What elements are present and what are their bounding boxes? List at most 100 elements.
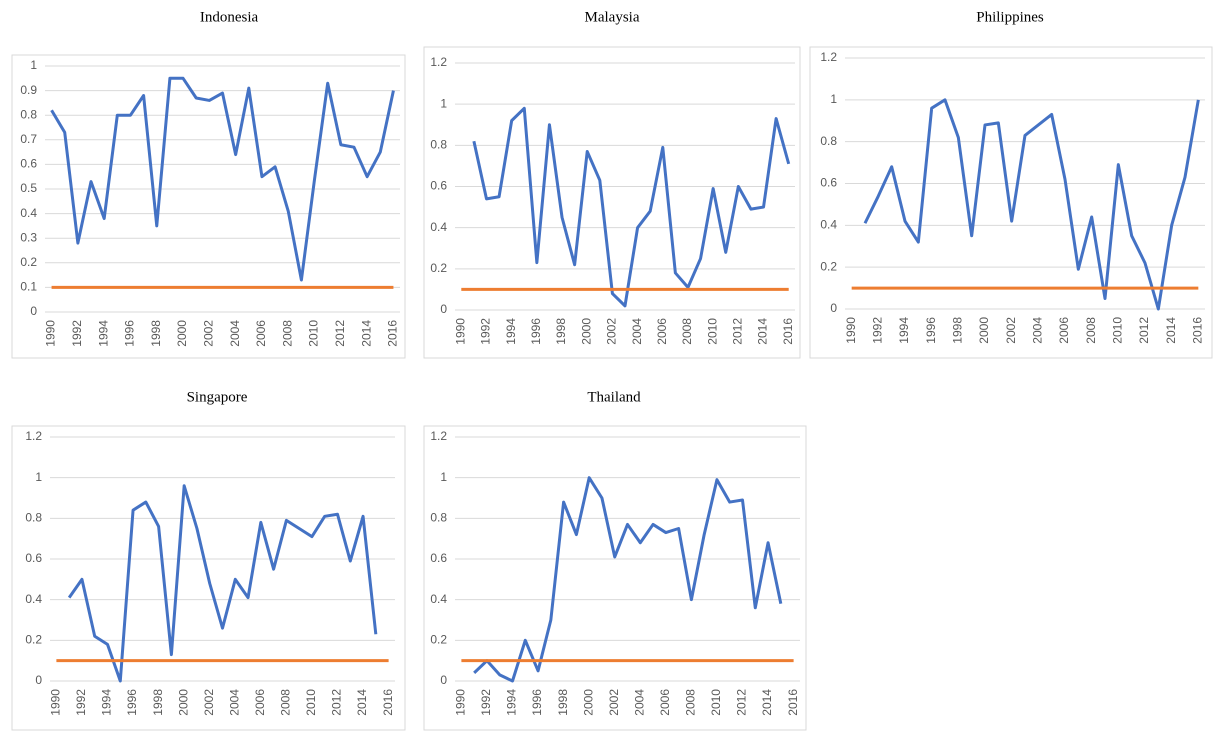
data-line (473, 476, 783, 683)
data-line (50, 76, 395, 282)
data-line (67, 484, 378, 683)
chart-title: Thailand (587, 389, 641, 405)
y-tick-label: 0.4 (25, 592, 42, 606)
x-tick-label: 2004 (228, 320, 242, 347)
y-tick-label: 0.2 (430, 261, 447, 275)
x-tick-label: 1992 (74, 689, 88, 716)
y-tick-label: 0.2 (430, 633, 447, 647)
chart-frame (11, 425, 406, 731)
x-tick-label: 1990 (454, 689, 468, 716)
y-tick-label: 0.2 (25, 633, 42, 647)
y-tick-label: 0.8 (25, 511, 42, 525)
x-tick-label: 2006 (253, 689, 267, 716)
x-tick-label: 2014 (756, 318, 770, 345)
y-tick-label: 0.2 (20, 255, 37, 269)
y-tick-label: 0.6 (25, 551, 42, 565)
x-tick-label: 1998 (149, 320, 163, 347)
x-tick-label: 1996 (125, 689, 139, 716)
x-tick-label: 2002 (605, 318, 619, 345)
y-tick-label: 0.1 (20, 280, 37, 294)
y-tick-label: 0.8 (20, 107, 37, 121)
x-tick-label: 2012 (735, 689, 749, 716)
x-tick-label: 2002 (202, 689, 216, 716)
x-tick-label: 2004 (227, 689, 241, 716)
x-tick-label: 2012 (333, 320, 347, 347)
x-tick-label: 2006 (655, 318, 669, 345)
x-tick-label: 1994 (96, 320, 110, 347)
y-tick-label: 0.4 (430, 592, 447, 606)
y-tick-label: 0.3 (20, 230, 37, 244)
chart-frame (11, 54, 406, 359)
x-tick-label: 1990 (49, 689, 63, 716)
x-tick-label: 2016 (786, 689, 800, 716)
chart-title: Singapore (187, 389, 248, 405)
x-tick-label: 2012 (731, 318, 745, 345)
x-tick-label: 1992 (479, 318, 493, 345)
x-tick-label: 2000 (581, 689, 595, 716)
y-tick-label: 1 (30, 58, 37, 72)
x-tick-label: 1994 (504, 318, 518, 345)
x-tick-label: 1998 (556, 689, 570, 716)
x-tick-label: 2002 (202, 320, 216, 347)
x-tick-label: 1996 (529, 318, 543, 345)
x-tick-label: 1990 (844, 317, 858, 344)
x-tick-label: 2004 (1031, 317, 1045, 344)
x-tick-label: 2014 (760, 689, 774, 716)
x-tick-label: 2012 (330, 689, 344, 716)
x-tick-label: 2008 (279, 689, 293, 716)
x-tick-label: 2014 (359, 320, 373, 347)
y-tick-label: 0 (830, 301, 837, 315)
x-tick-label: 2016 (781, 318, 795, 345)
x-tick-label: 1998 (951, 317, 965, 344)
chart-frame (809, 46, 1213, 359)
x-tick-label: 2008 (280, 320, 294, 347)
x-tick-label: 2004 (632, 689, 646, 716)
y-tick-label: 0.2 (820, 259, 837, 273)
x-tick-label: 1998 (151, 689, 165, 716)
y-tick-label: 0.6 (430, 179, 447, 193)
data-line (472, 106, 791, 308)
y-tick-label: 0 (30, 304, 37, 318)
x-tick-label: 2000 (176, 689, 190, 716)
y-tick-label: 0 (35, 673, 42, 687)
y-tick-label: 1 (830, 92, 837, 106)
chart-frame (423, 425, 807, 731)
y-tick-label: 0.8 (820, 134, 837, 148)
y-tick-label: 0.6 (430, 551, 447, 565)
x-tick-label: 2008 (684, 689, 698, 716)
y-tick-label: 1.2 (820, 50, 837, 64)
y-tick-label: 0.4 (820, 218, 837, 232)
x-tick-label: 1994 (505, 689, 519, 716)
chart-frame (423, 46, 801, 359)
x-tick-label: 2004 (630, 318, 644, 345)
y-tick-label: 1.2 (430, 429, 447, 443)
y-tick-label: 0.4 (430, 220, 447, 234)
x-tick-label: 2010 (304, 689, 318, 716)
x-tick-label: 1996 (123, 320, 137, 347)
x-tick-label: 2002 (1004, 317, 1018, 344)
x-tick-label: 2006 (658, 689, 672, 716)
x-tick-label: 2016 (381, 689, 395, 716)
x-tick-label: 2006 (254, 320, 268, 347)
x-tick-label: 1992 (479, 689, 493, 716)
y-tick-label: 1.2 (430, 55, 447, 69)
chart-title: Indonesia (200, 9, 259, 25)
x-tick-label: 1994 (100, 689, 114, 716)
x-tick-label: 2000 (977, 317, 991, 344)
x-tick-label: 1992 (70, 320, 84, 347)
y-tick-label: 0.9 (20, 83, 37, 97)
data-line (863, 98, 1200, 311)
x-tick-label: 1998 (554, 318, 568, 345)
x-tick-label: 2014 (1164, 317, 1178, 344)
x-tick-label: 2012 (1137, 317, 1151, 344)
x-tick-label: 1990 (453, 318, 467, 345)
x-tick-label: 1996 (924, 317, 938, 344)
y-tick-label: 0.7 (20, 132, 37, 146)
x-tick-label: 1996 (530, 689, 544, 716)
x-tick-label: 2000 (579, 318, 593, 345)
x-tick-label: 1994 (897, 317, 911, 344)
y-tick-label: 1.2 (25, 429, 42, 443)
x-tick-label: 1992 (871, 317, 885, 344)
